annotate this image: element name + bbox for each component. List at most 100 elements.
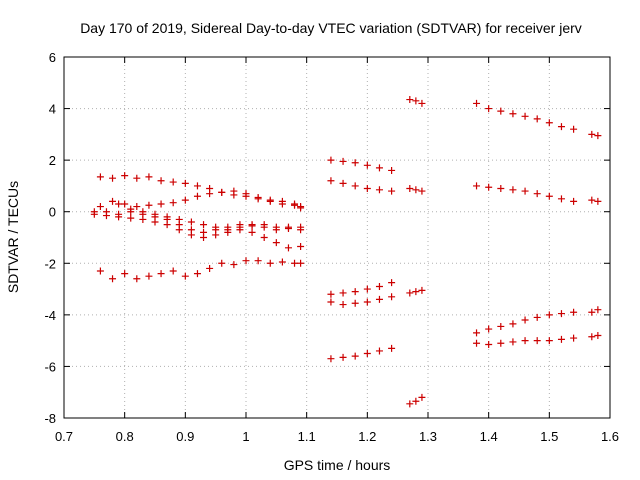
series-arc17 xyxy=(473,182,578,205)
data-point xyxy=(570,197,578,205)
x-tick-label: 1.3 xyxy=(419,429,437,444)
data-point xyxy=(115,213,123,221)
data-point xyxy=(339,353,347,361)
data-point xyxy=(109,174,117,182)
data-point xyxy=(151,213,159,221)
data-point xyxy=(109,197,117,205)
data-point xyxy=(169,199,177,207)
data-point xyxy=(594,197,602,205)
x-tick-label: 0.9 xyxy=(176,429,194,444)
data-point xyxy=(375,347,383,355)
data-point xyxy=(230,261,238,269)
data-point xyxy=(388,187,396,195)
data-point xyxy=(473,339,481,347)
data-point xyxy=(497,339,505,347)
data-point xyxy=(200,228,208,236)
data-point xyxy=(96,173,104,181)
x-tick-label: 1 xyxy=(242,429,249,444)
data-point xyxy=(388,166,396,174)
data-point xyxy=(406,400,414,408)
x-tick-label: 1.6 xyxy=(601,429,619,444)
data-point xyxy=(291,201,299,209)
data-point xyxy=(163,215,171,223)
data-point xyxy=(412,97,420,105)
data-point xyxy=(485,105,493,113)
series-arc23 xyxy=(588,331,602,341)
data-point xyxy=(206,264,214,272)
data-point xyxy=(485,325,493,333)
data-point xyxy=(193,182,201,190)
data-point xyxy=(254,195,262,203)
x-tick-label: 1.2 xyxy=(358,429,376,444)
data-point xyxy=(133,203,141,211)
data-point xyxy=(545,119,553,127)
series-arc12 xyxy=(406,96,426,107)
series-arc14 xyxy=(406,286,426,297)
data-point xyxy=(278,200,286,208)
series-arc22 xyxy=(588,306,602,316)
data-point xyxy=(363,285,371,293)
data-point xyxy=(230,187,238,195)
data-point xyxy=(193,270,201,278)
data-point xyxy=(497,322,505,330)
x-tick-label: 0.8 xyxy=(116,429,134,444)
data-point xyxy=(570,125,578,133)
data-point xyxy=(212,226,220,234)
series-arc4 xyxy=(90,210,305,252)
data-point xyxy=(412,397,420,405)
data-point xyxy=(327,290,335,298)
data-point xyxy=(327,156,335,164)
series-arc20 xyxy=(588,130,602,140)
data-point xyxy=(406,289,414,297)
data-point xyxy=(594,306,602,314)
data-point xyxy=(533,313,541,321)
series-arc16 xyxy=(473,99,578,133)
data-point xyxy=(570,334,578,342)
data-point xyxy=(339,289,347,297)
data-point xyxy=(272,239,280,247)
data-point xyxy=(339,157,347,165)
data-point xyxy=(412,186,420,194)
data-point xyxy=(497,185,505,193)
data-point xyxy=(509,338,517,346)
data-point xyxy=(594,132,602,140)
data-point xyxy=(291,259,299,267)
data-point xyxy=(169,178,177,186)
data-point xyxy=(284,244,292,252)
data-point xyxy=(545,311,553,319)
grid xyxy=(64,57,610,418)
data-point xyxy=(297,204,305,212)
data-point xyxy=(412,288,420,296)
data-point xyxy=(351,159,359,167)
data-point xyxy=(266,259,274,267)
data-point xyxy=(260,221,268,229)
data-point xyxy=(351,352,359,360)
data-point xyxy=(133,174,141,182)
series-arc13 xyxy=(406,185,426,195)
y-tick-label: -6 xyxy=(44,359,56,374)
data-point xyxy=(363,185,371,193)
data-point xyxy=(351,182,359,190)
data-point xyxy=(497,107,505,115)
y-tick-label: 2 xyxy=(49,153,56,168)
x-tick-labels: 0.7 0.8 0.9 1 1.1 1.2 1.3 1.4 1.5 1.6 xyxy=(55,429,619,444)
data-point xyxy=(533,190,541,198)
series-arc15 xyxy=(406,393,426,408)
data-point xyxy=(127,214,135,222)
series-arc2 xyxy=(96,187,305,212)
data-point xyxy=(485,341,493,349)
y-tick-label: 6 xyxy=(49,50,56,65)
series-arc10 xyxy=(327,293,396,309)
data-point xyxy=(145,173,153,181)
data-point xyxy=(533,115,541,123)
data-point xyxy=(588,130,596,138)
data-point xyxy=(260,234,268,241)
data-point xyxy=(351,288,359,296)
data-point xyxy=(297,259,305,267)
y-tick-label: -8 xyxy=(44,411,56,426)
data-point xyxy=(193,192,201,200)
data-point xyxy=(557,335,565,343)
x-tick-label: 1.4 xyxy=(480,429,498,444)
series-arc9 xyxy=(327,279,396,298)
